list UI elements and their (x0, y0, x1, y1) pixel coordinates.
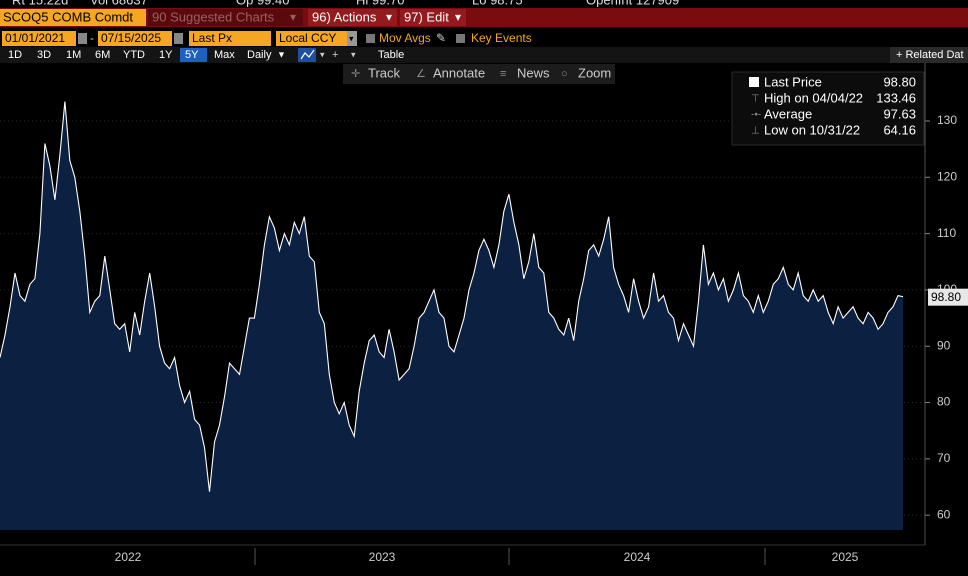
edit-button[interactable] (400, 9, 466, 26)
legend-label: Average (764, 106, 812, 121)
last-price-label: 98.80 (931, 290, 961, 304)
dropdown-arrow: ▼ (277, 49, 286, 59)
range-button[interactable]: Max (214, 49, 235, 61)
table-button[interactable]: Table (378, 49, 404, 61)
range-buttons: 1D 3D 1M 6M YTD 1Y 5Y Max (8, 48, 235, 62)
related: + Related Dat (896, 49, 964, 61)
y-tick-label: 110 (937, 226, 956, 240)
tool-icon: ∠ (416, 68, 426, 80)
legend-value: 98.80 (883, 74, 916, 89)
ticker-field: OpenInt 127909 (586, 0, 679, 7)
edit: 97) Edit (404, 9, 449, 24)
x-tick-label: 2022 (115, 550, 142, 564)
y-tick-label: 80 (937, 395, 951, 409)
tool-button[interactable]: Zoom (578, 65, 611, 80)
tool-icon: ○ (561, 68, 568, 80)
legend-label: Last Price (764, 74, 822, 89)
suggested: 90 Suggested Charts (152, 9, 275, 24)
y-tick-label: 60 (937, 507, 951, 521)
suggested-button[interactable] (148, 9, 303, 26)
mov-avgs: Mov Avgs (379, 31, 431, 45)
legend-label: Low on 10/31/22 (764, 122, 860, 137)
legend-value: 64.16 (883, 122, 916, 137)
legend-swatch (749, 77, 759, 87)
active-range (180, 48, 207, 62)
chart-toolbar (343, 64, 615, 84)
y-tick-label: 130 (937, 113, 957, 127)
legend-box (731, 71, 925, 146)
ticker-strip: Rt 15:22d Vol 68637 Op 99.40 Hi 99.70 Lo 98.… (12, 0, 679, 7)
pencil-icon[interactable]: ✎ (436, 31, 446, 45)
dropdown-arrow: ▾ (351, 49, 356, 59)
calendar-icon[interactable] (174, 33, 183, 44)
ticker-field: Hi 99.70 (356, 0, 404, 7)
key-events: Key Events (471, 31, 532, 45)
tool-button[interactable]: Annotate (433, 65, 485, 80)
frequency[interactable]: Daily (247, 49, 272, 61)
field: Last Px (192, 31, 232, 45)
range-button[interactable]: 3D (37, 49, 51, 61)
tool-button[interactable]: Track (368, 65, 401, 80)
legend-value: 97.63 (883, 106, 916, 121)
dropdown-arrow: ▾ (386, 10, 392, 24)
plot-area: 6070809010011012013098.80202220232024202… (0, 63, 968, 565)
security-box[interactable] (0, 9, 146, 26)
x-tick-label: 2024 (624, 550, 651, 564)
last-price-tag (928, 288, 968, 306)
tool-button[interactable]: News (517, 65, 550, 80)
start-date: 01/01/2021 (5, 31, 65, 45)
checkbox[interactable] (366, 34, 375, 43)
chart-icon (300, 49, 315, 60)
legend-glyph: -•- (751, 110, 761, 121)
price-line (0, 101, 904, 492)
currency-select[interactable] (276, 31, 347, 46)
calendar-icon[interactable] (78, 33, 87, 44)
range-button[interactable]: 1Y (159, 49, 173, 61)
add-icon[interactable]: + (332, 49, 338, 61)
dropdown-arrow: ▾ (349, 33, 354, 43)
actions-button[interactable] (308, 9, 397, 26)
dropdown-button[interactable] (347, 31, 357, 46)
ticker-field: Lo 98.75 (472, 0, 523, 7)
field-select[interactable] (189, 31, 271, 46)
ticker-field: Vol 68637 (90, 0, 148, 7)
tool-icon: ≡ (500, 68, 506, 80)
legend-value: 133.46 (876, 90, 916, 105)
x-tick-label: 2023 (369, 550, 396, 564)
legend-glyph: ⊤ (751, 94, 760, 105)
dropdown-arrow: ▾ (320, 49, 325, 59)
range-button[interactable]: 1D (8, 49, 22, 61)
range-button[interactable]: YTD (123, 49, 145, 61)
range-button[interactable]: 5Y (185, 49, 199, 61)
related-button[interactable] (890, 47, 968, 63)
area (0, 101, 903, 530)
end-date: 07/15/2025 (101, 31, 161, 45)
x-tick-label: 2025 (832, 550, 859, 564)
ticker-field: Op 99.40 (236, 0, 290, 7)
dropdown-arrow: ▾ (290, 10, 296, 24)
y-tick-label: 90 (937, 338, 951, 352)
legend: Last Price 98.80 High on 04/04/22 133.46 ⊤ Av… (751, 74, 916, 137)
range-button[interactable]: 6M (95, 49, 110, 61)
start-date-field[interactable] (2, 31, 76, 46)
end-date-field[interactable] (98, 31, 172, 46)
y-tick-label: 120 (937, 169, 957, 183)
date-separator: - (90, 31, 94, 45)
toolbar-items: ✛ Track ∠ Annotate ≡ News ○ Zoom (351, 65, 611, 80)
checkbox[interactable] (456, 34, 465, 43)
actions: 96) Actions (312, 9, 377, 24)
security: SCOQ5 COMB Comdt (3, 9, 133, 24)
range-button[interactable]: 1M (66, 49, 81, 61)
range-bar (0, 47, 968, 63)
legend-glyph: ⊥ (751, 126, 760, 137)
y-tick-label: 70 (937, 451, 951, 465)
dropdown-arrow: ▾ (455, 10, 461, 24)
currency: Local CCY (279, 31, 336, 45)
tool-icon: ✛ (351, 68, 360, 80)
legend-label: High on 04/04/22 (764, 90, 863, 105)
ticker-field: Rt 15:22d (12, 0, 68, 7)
